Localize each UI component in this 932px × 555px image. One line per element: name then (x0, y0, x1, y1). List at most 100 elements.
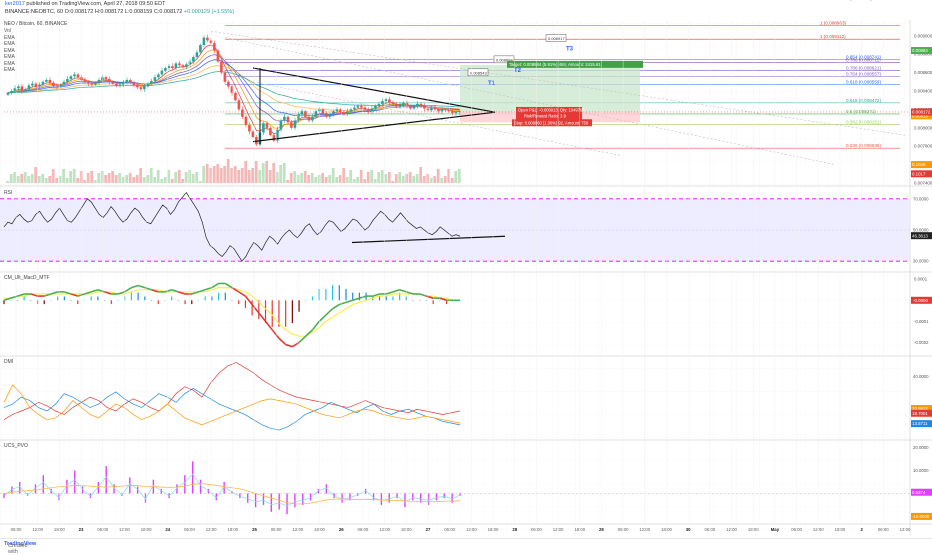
legend-item[interactable]: EMA (4, 54, 15, 60)
macd-line (131, 284, 139, 289)
price-pane[interactable]: 1 (0.008963) 1 (0.009112) 0.854 (0.008741)… (4, 0, 910, 183)
price-tick: 0.007800 (914, 144, 932, 149)
time-tick: 12:00 (726, 527, 737, 532)
rsi-pane[interactable]: 70.0000 50.0000 30.0000 46.3613 (0, 191, 932, 264)
pvo-bar (388, 493, 390, 503)
candle (153, 77, 157, 81)
volume-bar (289, 173, 293, 183)
macd-histogram-bar (271, 300, 273, 327)
legend-item[interactable]: EMA (4, 67, 15, 73)
pvo-bar (199, 479, 202, 494)
legend-item[interactable]: EMA (4, 47, 15, 54)
volume-bar (41, 174, 45, 183)
pvo-bar (349, 493, 351, 501)
volume-bar (100, 171, 104, 183)
candle (38, 84, 41, 87)
macd-histogram-bar (103, 300, 106, 301)
volume-bar (51, 169, 55, 183)
price-badge-text: 0.00884 (912, 48, 928, 53)
legend-item[interactable]: Vol (4, 28, 11, 34)
macd-line (198, 288, 206, 293)
candle (440, 109, 444, 112)
pvo-bar (136, 486, 139, 494)
macd-line (117, 291, 125, 295)
candle (80, 77, 83, 80)
time-tick: 06:00 (791, 527, 802, 532)
pvo-bar (404, 493, 406, 508)
rsi-tick: 50.0000 (913, 228, 929, 233)
volume-bar (237, 170, 241, 183)
macd-histogram-bar (10, 300, 12, 301)
pvo-bar (278, 493, 280, 510)
volume-bar (275, 172, 279, 183)
macd-histogram-bar (264, 300, 267, 324)
price-axis[interactable]: 0.0090000.0088000.0086000.0084000.008200… (911, 33, 932, 186)
price-tick: 0.008000 (914, 125, 932, 130)
time-tick: 12:00 (900, 527, 911, 532)
candle (76, 74, 80, 78)
candle (125, 79, 129, 82)
volume-bar (142, 177, 146, 183)
volume-bar (149, 168, 153, 183)
time-axis[interactable]: 06:00 12:00 18:00 23 06:00 12:00 18:00 24 06:00 1… (11, 20, 911, 532)
macd-histogram-bar (50, 300, 52, 301)
author-line: ker2017 published on TradingView.com, Ap… (5, 1, 165, 7)
volume-bar (209, 168, 213, 183)
volume-bar (163, 177, 167, 183)
macd-line (426, 295, 434, 299)
volume-bar (296, 175, 300, 183)
volume-bar (37, 176, 41, 183)
macd-line (137, 284, 146, 289)
volume-bar (443, 176, 447, 183)
pvo-bar (294, 493, 296, 508)
volume-bar (223, 166, 227, 183)
candle (13, 88, 17, 91)
legend-item[interactable]: EMA (4, 41, 15, 47)
candle (90, 83, 94, 85)
chart-header: ker2017 published on TradingView.com, Ap… (0, 0, 932, 18)
ucs-tick: 20.0000 (913, 445, 929, 450)
candle (178, 63, 181, 66)
fib-label: 0.786 (0.008711) (846, 57, 881, 62)
volume-bar (30, 174, 34, 183)
candle (83, 79, 87, 82)
volume-bar (174, 172, 178, 183)
candle (283, 116, 286, 121)
macd-histogram-bar (144, 296, 146, 301)
pvo-bar (247, 493, 249, 503)
author[interactable]: ker2017 (5, 1, 25, 7)
legend-item[interactable]: EMA (4, 60, 15, 67)
volume-bar (447, 169, 451, 183)
time-tick: 18:00 (54, 527, 65, 532)
target-tag (493, 55, 515, 64)
legend-item[interactable]: EMA (4, 34, 15, 41)
macd-line (70, 293, 79, 297)
time-tick: 06:00 (271, 527, 282, 532)
tradingview-logo[interactable]: TradingView (4, 541, 37, 547)
candle (181, 65, 185, 68)
candle (321, 109, 325, 114)
volume-bar (422, 176, 426, 183)
volume-bar (328, 175, 332, 183)
volume-bar (107, 173, 111, 183)
volume-bar (394, 174, 398, 183)
macd-histogram-bar (30, 300, 32, 301)
macd-line (258, 312, 267, 322)
macd-line (339, 301, 347, 306)
macd-line (10, 295, 18, 299)
time-tick: 12:00 (206, 527, 217, 532)
footer: Created with TradingView (0, 538, 932, 555)
pvo-bar (270, 493, 273, 512)
volume-bar (300, 173, 304, 183)
volume-bar (188, 170, 192, 183)
candle (216, 50, 220, 62)
volume-bar (352, 179, 356, 183)
candle (279, 120, 283, 130)
candle (101, 77, 104, 80)
target-tag (467, 68, 489, 77)
macd-histogram-bar (124, 296, 126, 301)
ucs-pane[interactable]: 20.000010.00000.0000-10.00000.5374-10.00… (0, 445, 932, 520)
